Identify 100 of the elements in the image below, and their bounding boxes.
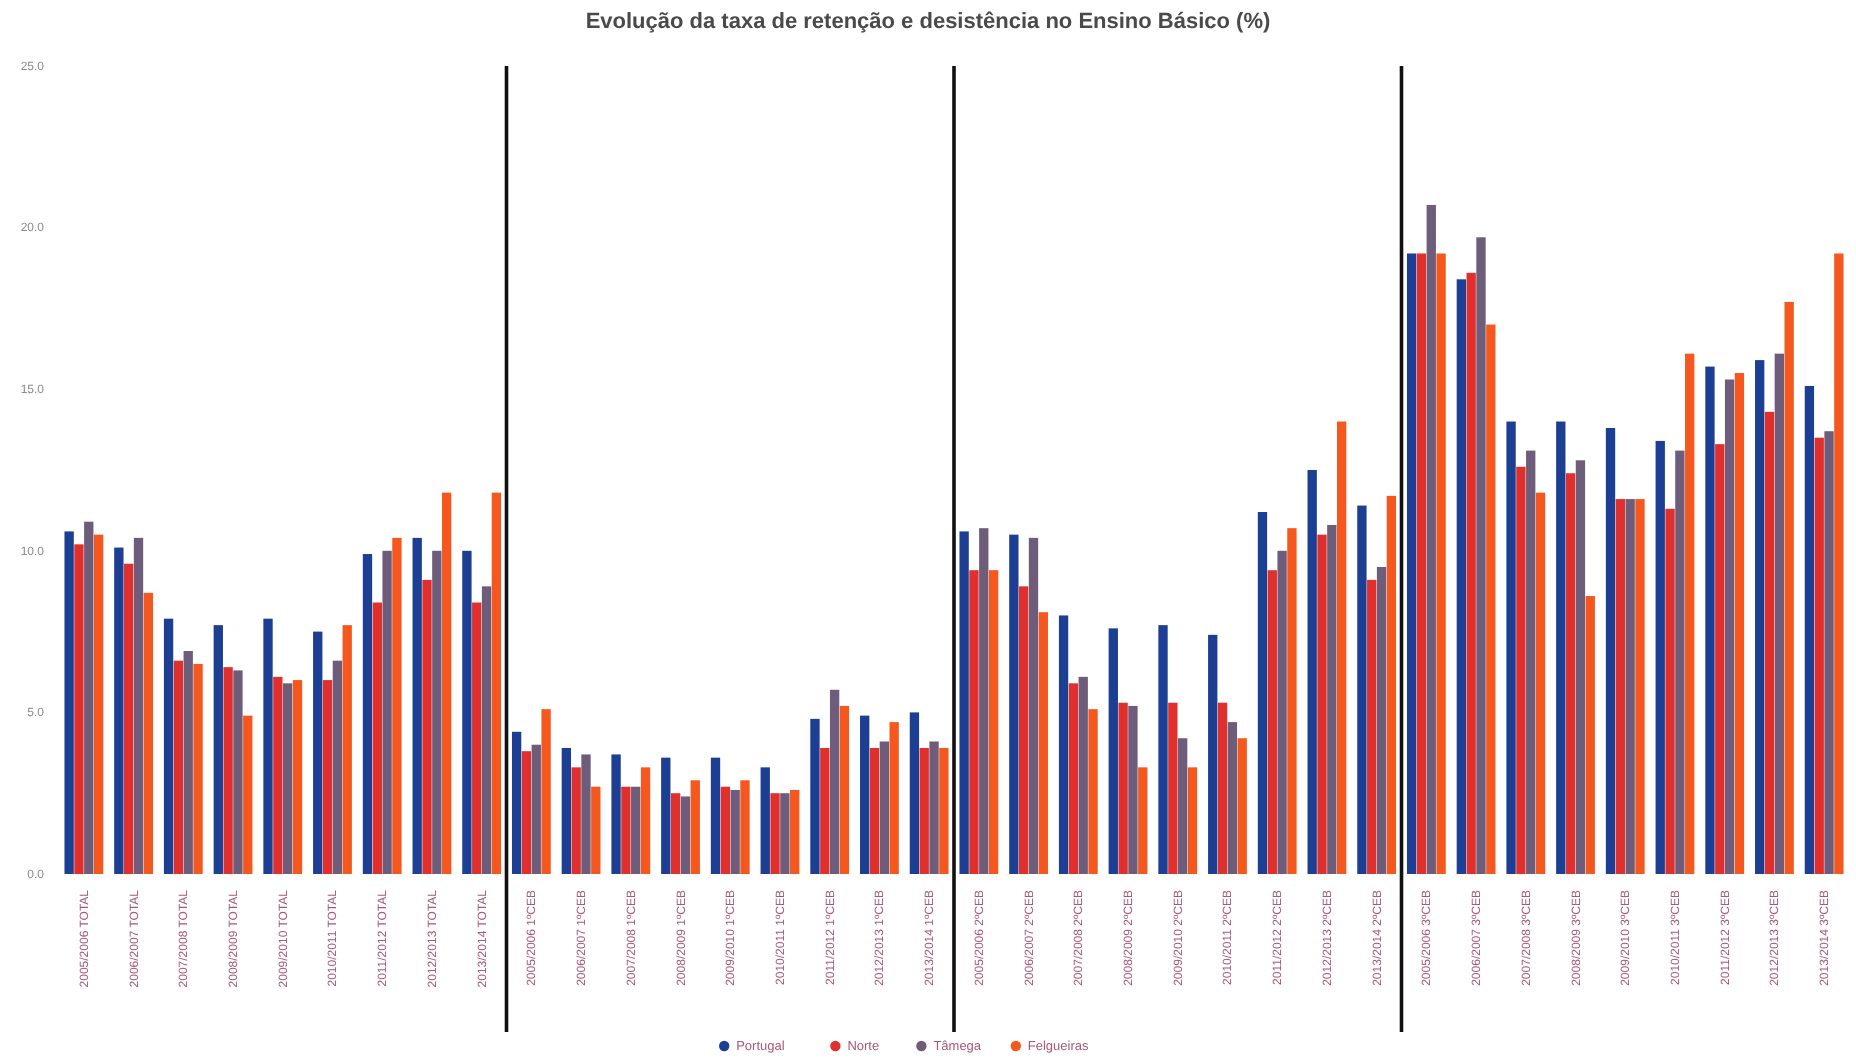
bar — [1655, 440, 1665, 874]
bar — [810, 718, 820, 874]
bar — [820, 747, 830, 874]
bar — [273, 676, 283, 874]
bar — [481, 586, 492, 874]
bar — [432, 550, 442, 874]
bar — [541, 709, 551, 874]
bar — [640, 767, 651, 874]
bar — [790, 789, 800, 874]
bar — [1327, 524, 1337, 874]
bar — [64, 531, 74, 874]
bar — [740, 780, 750, 874]
bar — [1028, 537, 1039, 874]
bar — [621, 786, 631, 874]
bar — [1575, 460, 1586, 874]
bar — [1824, 431, 1834, 874]
bar — [1357, 505, 1367, 874]
bar — [1426, 204, 1436, 874]
bar — [889, 722, 899, 874]
bar — [720, 786, 731, 874]
bar — [342, 625, 352, 874]
bar — [1336, 421, 1347, 874]
bar — [1078, 676, 1088, 874]
bar — [611, 754, 621, 874]
bar — [988, 570, 999, 874]
bar — [74, 544, 84, 874]
bar — [1376, 566, 1387, 874]
bar — [1158, 625, 1168, 874]
bar — [114, 547, 124, 874]
bar — [531, 744, 541, 874]
bar — [760, 767, 770, 874]
bar — [472, 602, 482, 874]
bar — [521, 751, 532, 874]
bar — [1675, 450, 1685, 874]
bar — [1406, 253, 1417, 874]
bar — [163, 618, 174, 874]
bar — [1168, 702, 1178, 874]
bar — [670, 793, 681, 874]
bar — [1764, 411, 1775, 874]
bar — [1436, 253, 1446, 874]
bar — [860, 715, 870, 874]
bar — [1685, 353, 1695, 874]
bar — [1456, 279, 1467, 874]
bar — [1774, 353, 1784, 874]
bar — [1476, 237, 1486, 874]
bar — [1834, 253, 1844, 874]
bar — [1556, 421, 1566, 874]
bar — [1307, 470, 1317, 874]
chart-title: Evolução da taxa de retenção e desistência no Ensino Básico (%) — [585, 10, 1271, 34]
bar — [283, 683, 293, 874]
bar — [690, 780, 700, 874]
bar — [1734, 373, 1745, 874]
bar — [979, 528, 989, 874]
bar — [1585, 596, 1595, 874]
bar — [362, 554, 373, 874]
bar — [959, 531, 969, 874]
bar — [243, 715, 253, 874]
bar — [1605, 427, 1616, 874]
bar — [1187, 767, 1198, 874]
bar — [1506, 421, 1516, 874]
bar — [1208, 634, 1218, 874]
bar — [1217, 702, 1228, 874]
bar — [382, 550, 392, 874]
bar — [1267, 570, 1277, 874]
bar — [1128, 705, 1138, 874]
bar — [332, 660, 343, 874]
bar — [491, 492, 502, 874]
bar — [710, 757, 721, 874]
bar — [1635, 499, 1645, 874]
bar — [1804, 385, 1815, 874]
bar — [591, 786, 601, 874]
bar — [1367, 579, 1377, 874]
bar — [223, 667, 233, 874]
bar — [313, 631, 323, 874]
bar — [372, 602, 382, 874]
bar — [93, 534, 104, 874]
bar — [919, 747, 929, 874]
bar — [1814, 437, 1824, 874]
bar — [84, 521, 94, 874]
bar — [441, 492, 452, 874]
bar — [1715, 444, 1725, 874]
bar — [1287, 528, 1297, 874]
bar — [869, 747, 880, 874]
bar — [1386, 495, 1397, 874]
bar — [1755, 360, 1765, 874]
bar — [173, 660, 184, 874]
bar — [1257, 512, 1268, 874]
bar — [322, 680, 333, 874]
bar — [1227, 722, 1238, 874]
bar — [1535, 492, 1546, 874]
bar — [1665, 508, 1675, 874]
bar — [412, 537, 422, 874]
bar — [1088, 709, 1098, 874]
bar — [1009, 534, 1019, 874]
bar — [1526, 450, 1536, 874]
bar — [124, 563, 134, 874]
bar — [1724, 379, 1735, 874]
bar — [730, 789, 740, 874]
bar — [263, 618, 273, 874]
bar — [829, 689, 840, 874]
